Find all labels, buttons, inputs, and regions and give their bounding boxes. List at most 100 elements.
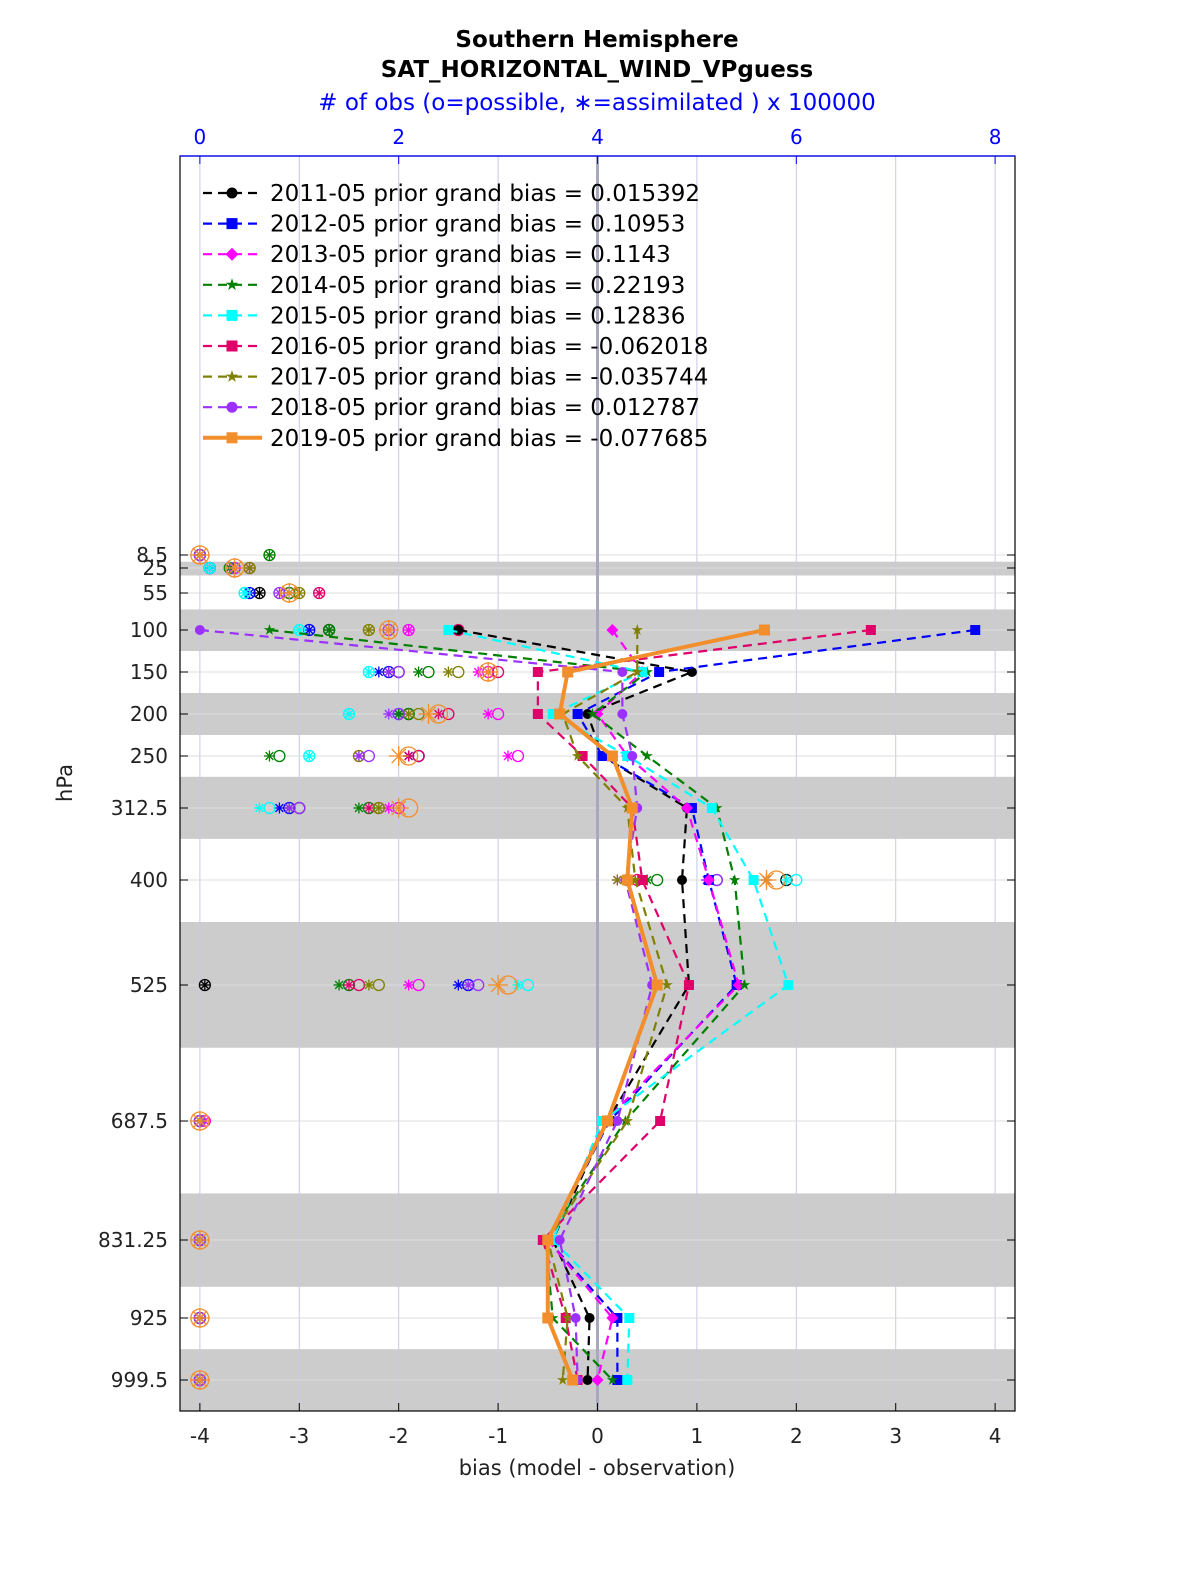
bias-point (637, 875, 648, 885)
chart-subtitle: SAT_HORIZONTAL_WIND_VPguess (381, 57, 813, 83)
y-tick-label: 400 (130, 868, 168, 892)
y-tick-label: 55 (143, 581, 168, 605)
bias-point (627, 751, 638, 761)
obs-assimilated-marker (343, 708, 355, 720)
bias-point (443, 625, 454, 635)
bias-point (591, 1374, 604, 1386)
bias-point (612, 1375, 623, 1385)
obs-assimilated-marker (239, 587, 251, 599)
bias-point (570, 1313, 581, 1323)
bias-point (676, 875, 687, 885)
y-tick-label: 525 (130, 973, 168, 997)
bias-point (572, 709, 583, 719)
obs-assimilated-marker (413, 666, 425, 678)
series-line (536, 628, 872, 1381)
bias-point (626, 802, 638, 814)
legend-entry: 2012-05 prior grand bias = 0.10953 (270, 212, 685, 238)
bias-point (683, 980, 694, 990)
y-tick-label: 687.5 (111, 1109, 168, 1133)
bias-point (554, 1235, 565, 1245)
chart-title: Southern Hemisphere (455, 27, 738, 53)
legend-entry: 2019-05 prior grand bias = -0.077685 (270, 426, 708, 452)
legend-entry: 2017-05 prior grand bias = -0.035744 (270, 365, 708, 391)
legend-marker (226, 340, 238, 352)
bias-point (612, 1116, 623, 1126)
obs-assimilated-marker (303, 750, 315, 762)
bias-point (554, 708, 566, 720)
obs-assimilated-marker (383, 666, 395, 678)
obs-assimilated-marker (512, 979, 524, 991)
bias-point (557, 1374, 569, 1385)
obs-assimilated-marker (279, 583, 300, 603)
obs-assimilated-marker (189, 1308, 210, 1328)
x-tick-label: 2 (790, 1424, 803, 1448)
obs-assimilated-marker (244, 562, 256, 574)
obs-assimilated-marker (303, 624, 315, 636)
obs-assimilated-marker (283, 802, 295, 814)
obs-assimilated-marker (254, 587, 266, 599)
y-tick-label: 999.5 (111, 1368, 168, 1392)
obs-assimilated-marker (363, 979, 375, 991)
obs-assimilated-marker (403, 708, 415, 720)
bias-point (655, 1116, 666, 1126)
bias-point (622, 1375, 633, 1385)
obs-assimilated-marker (462, 979, 474, 991)
obs-assimilated-marker (353, 750, 365, 762)
series-line (448, 628, 790, 1381)
bias-point (532, 667, 543, 677)
bias-point (631, 666, 643, 677)
top-tick-label: 2 (392, 125, 405, 149)
obs-assimilated-marker (373, 802, 385, 814)
bias-series (194, 624, 981, 1386)
top-tick-label: 6 (790, 125, 803, 149)
bias-point (532, 709, 543, 719)
bias-point (617, 709, 628, 719)
bias-point (624, 1313, 635, 1323)
obs-assimilated-marker (378, 620, 399, 640)
obs-assimilated-marker (224, 558, 245, 578)
bias-point (571, 750, 584, 761)
top-tick-label: 0 (194, 125, 207, 149)
legend-marker (226, 218, 238, 230)
y-tick-label: 100 (130, 618, 168, 642)
obs-assimilated-marker (273, 802, 285, 814)
obs-assimilated-marker (388, 798, 409, 818)
bias-point (621, 1115, 633, 1126)
bias-point (637, 667, 648, 677)
bias-point (606, 1374, 619, 1385)
obs-assimilated-marker (780, 874, 792, 886)
y-tick-label: 25 (143, 556, 168, 580)
legend-marker (226, 401, 238, 413)
legend-entry: 2013-05 prior grand bias = 0.1143 (270, 242, 671, 268)
bias-point (601, 1115, 613, 1127)
y-tick-label: 8.5 (136, 543, 168, 567)
bias-point (702, 874, 715, 886)
obs-assimilated-marker (189, 1230, 210, 1250)
legend-entry: 2016-05 prior grand bias = -0.062018 (270, 334, 708, 360)
obs-assimilated-marker (478, 662, 499, 682)
obs-assimilated-marker (263, 549, 275, 561)
obs-assimilated-marker (189, 1370, 210, 1390)
legend-entry: 2011-05 prior grand bias = 0.015392 (270, 181, 700, 207)
obs-assimilated-marker (263, 750, 275, 762)
grid-lines (180, 156, 1015, 1411)
bias-point (453, 625, 464, 635)
bias-point (783, 980, 794, 990)
obs-assimilated-marker (363, 624, 375, 636)
x-tick-label: -1 (488, 1424, 508, 1448)
bias-point (759, 624, 770, 636)
legend-entry: 2018-05 prior grand bias = 0.012787 (270, 395, 700, 421)
bias-point (686, 667, 697, 677)
bias-point (617, 667, 628, 677)
bias-point (629, 874, 641, 885)
x-tick-label: 4 (989, 1424, 1002, 1448)
bias-point (582, 1375, 593, 1385)
obs-assimilated-marker (254, 802, 266, 814)
bias-point (680, 802, 693, 814)
obs-count-markers (189, 545, 803, 1390)
bias-point (631, 624, 643, 635)
y-tick-label: 312.5 (111, 796, 168, 820)
bias-point (606, 624, 619, 636)
